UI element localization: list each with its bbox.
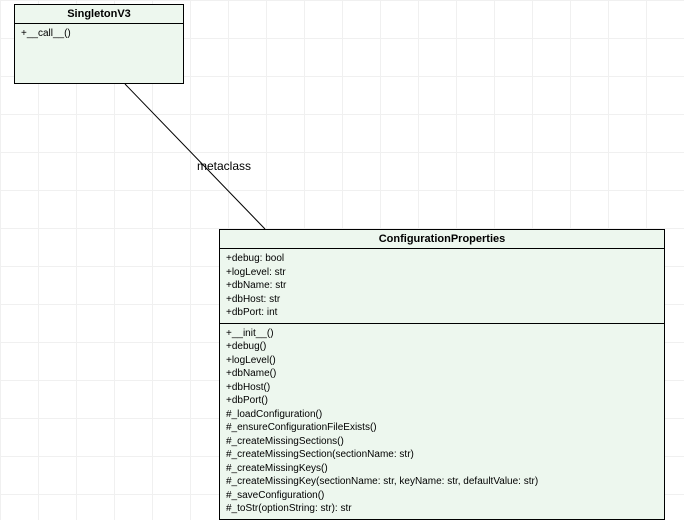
attributes-configurationproperties: +debug: bool+logLevel: str+dbName: str+d… — [220, 249, 664, 324]
member-row: #_createMissingSection(sectionName: str) — [226, 448, 658, 462]
member-row: +dbHost() — [226, 381, 658, 395]
member-row: +debug() — [226, 340, 658, 354]
methods-configurationproperties: +__init__()+debug()+logLevel()+dbName()+… — [220, 324, 664, 519]
member-row: +logLevel() — [226, 354, 658, 368]
class-configurationproperties: ConfigurationProperties +debug: bool+log… — [219, 229, 665, 520]
methods-singletonv3: +__call__() — [15, 24, 183, 82]
member-row: +dbPort: int — [226, 306, 658, 320]
member-row: #_createMissingSections() — [226, 435, 658, 449]
member-row: +dbName: str — [226, 279, 658, 293]
member-row: #_saveConfiguration() — [226, 489, 658, 503]
member-row: #_loadConfiguration() — [226, 408, 658, 422]
member-row: +__call__() — [21, 27, 177, 41]
member-row: +dbHost: str — [226, 293, 658, 307]
association-line — [125, 84, 265, 229]
member-row: +logLevel: str — [226, 266, 658, 280]
member-row: #_createMissingKeys() — [226, 462, 658, 476]
member-row: +dbName() — [226, 367, 658, 381]
edge-label-metaclass: metaclass — [197, 159, 251, 173]
member-row: +__init__() — [226, 327, 658, 341]
class-singletonv3: SingletonV3 +__call__() — [14, 4, 184, 84]
class-title-singletonv3: SingletonV3 — [15, 5, 183, 24]
member-row: #_createMissingKey(sectionName: str, key… — [226, 475, 658, 489]
member-row: #_ensureConfigurationFileExists() — [226, 421, 658, 435]
member-row: +debug: bool — [226, 252, 658, 266]
class-title-configurationproperties: ConfigurationProperties — [220, 230, 664, 249]
member-row: #_toStr(optionString: str): str — [226, 502, 658, 516]
member-row: +dbPort() — [226, 394, 658, 408]
